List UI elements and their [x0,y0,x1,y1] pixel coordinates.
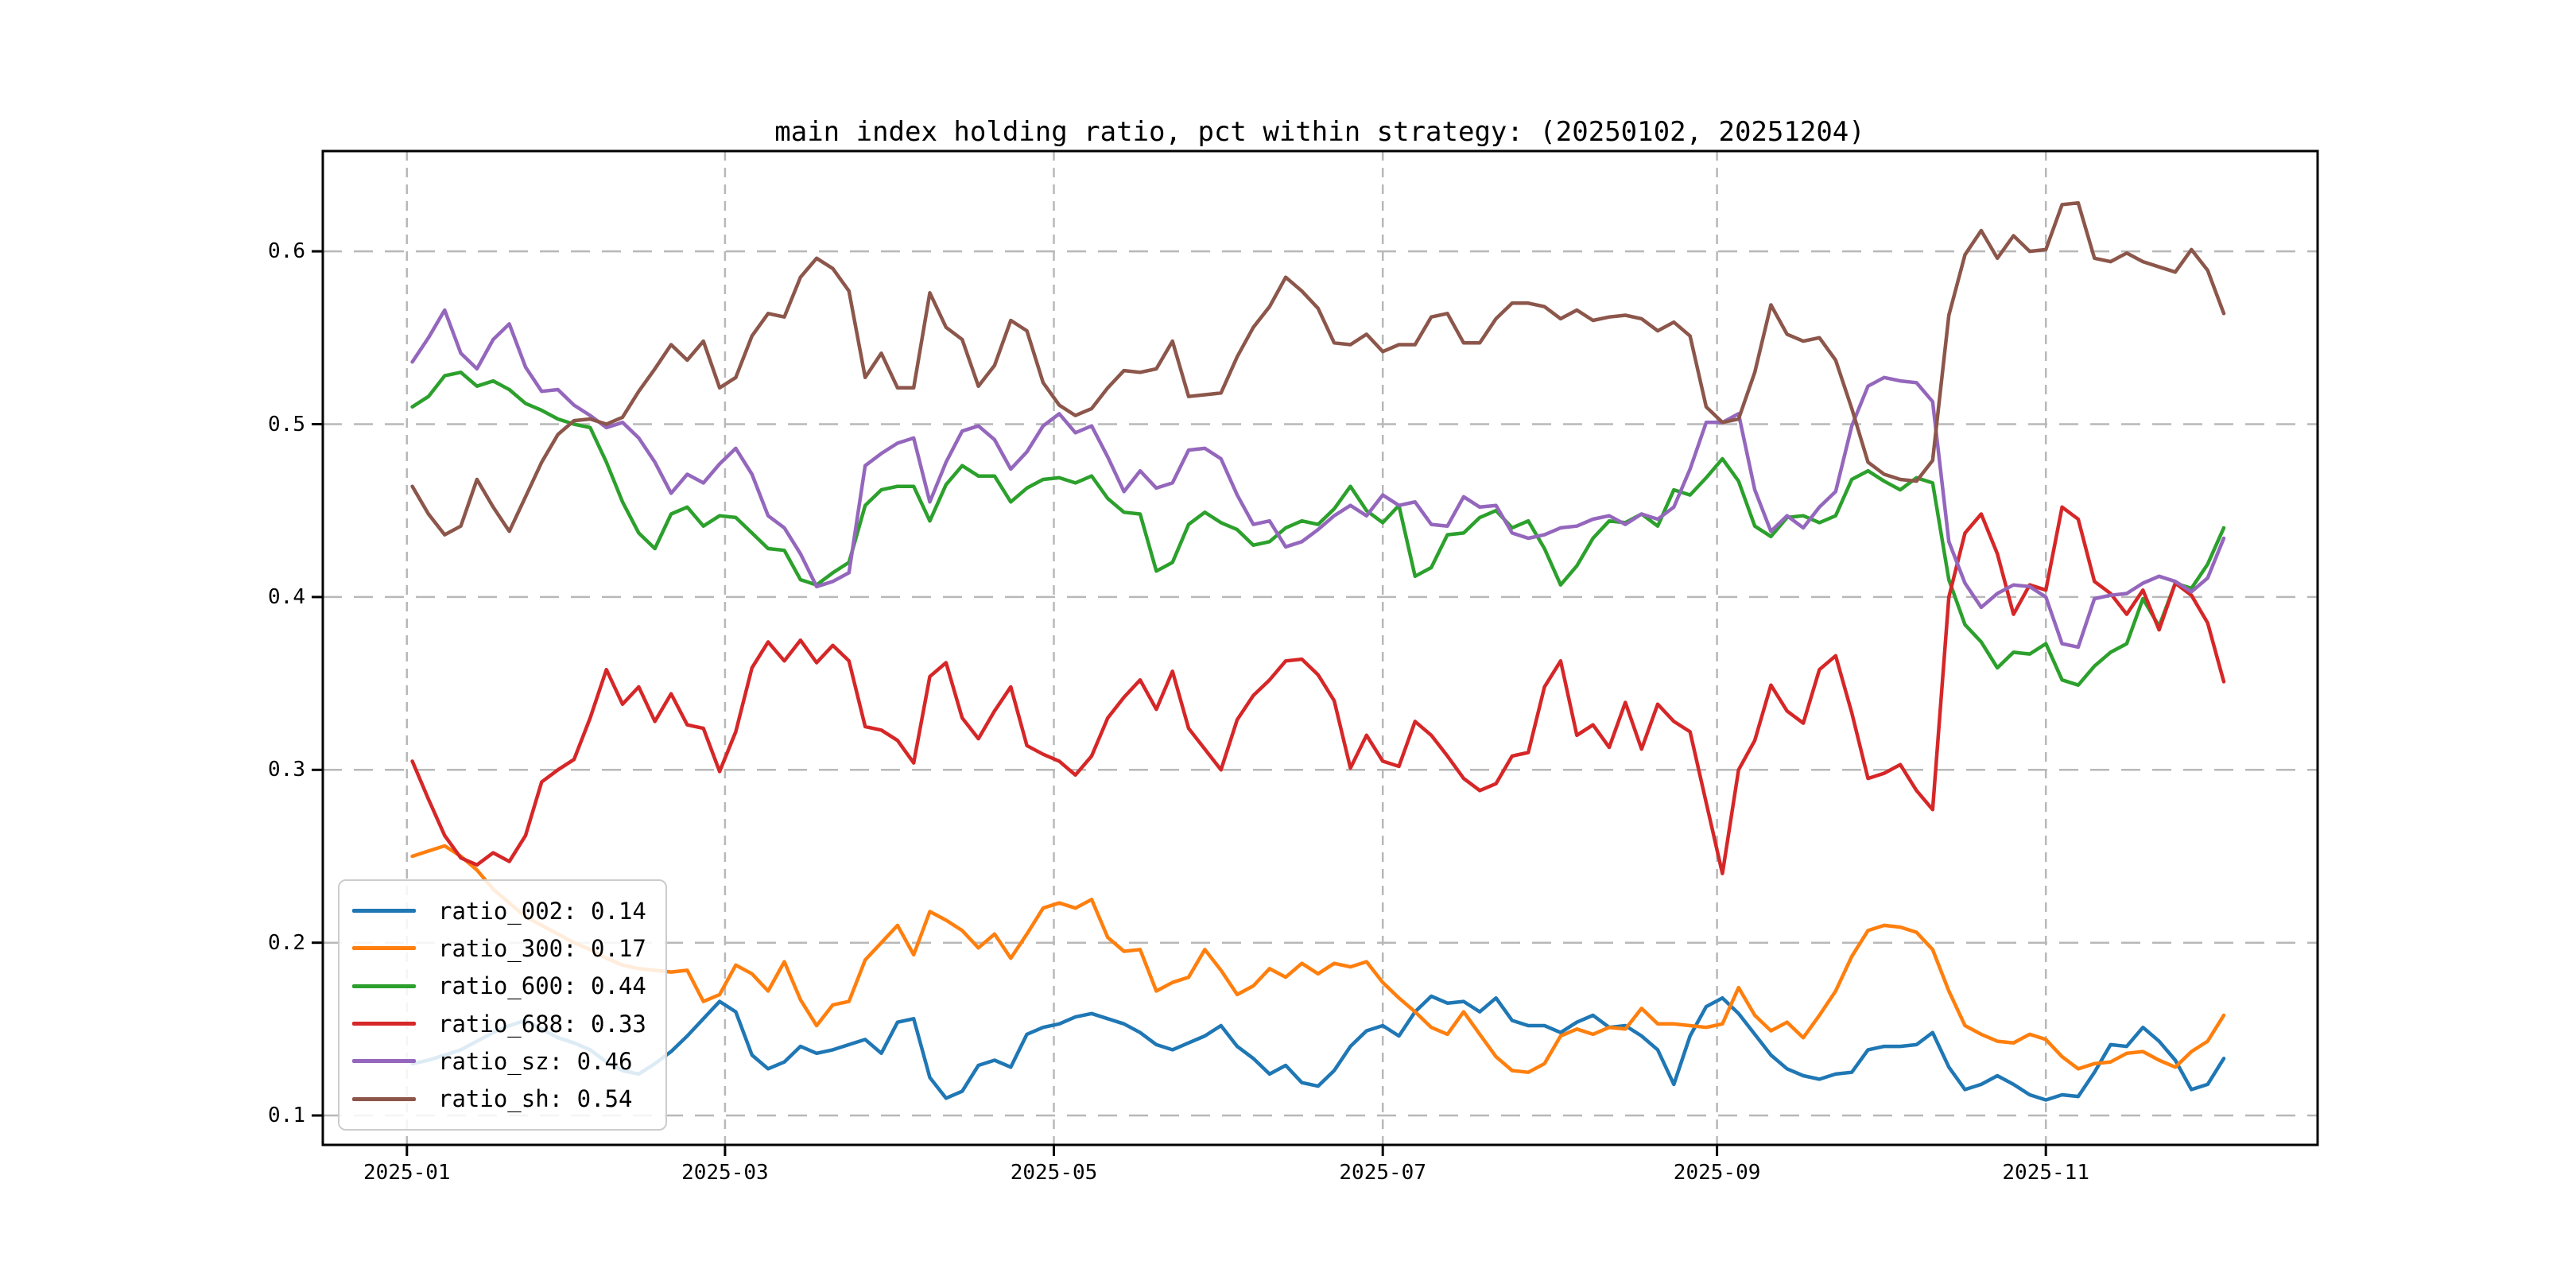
y-tick-label: 0.3 [268,758,305,782]
x-tick-label: 2025-07 [1339,1161,1426,1185]
legend-swatch-ratio-300 [352,946,416,951]
x-tick-label: 2025-09 [1673,1161,1761,1185]
legend-label-ratio-300: ratio_300: 0.17 [438,934,646,962]
legend-label-ratio-600: ratio_600: 0.44 [438,972,646,1000]
y-tick-label: 0.1 [268,1104,305,1127]
legend-item-ratio-600: ratio_600: 0.44 [352,968,653,1005]
y-tick-label: 0.6 [268,239,305,264]
legend-swatch-ratio-sh [352,1096,416,1101]
y-tick-label: 0.2 [268,930,305,955]
legend-label-ratio-sh: ratio_sh: 0.54 [438,1085,633,1113]
legend-swatch-ratio-002 [352,909,416,914]
legend-item-ratio-300: ratio_300: 0.17 [352,929,653,967]
legend-item-ratio-sh: ratio_sh: 0.54 [352,1080,653,1118]
legend-item-ratio-sz: ratio_sz: 0.46 [352,1042,653,1080]
series-line-ratio_300 [410,844,2226,1074]
chart-title: main index holding ratio, pct within str… [774,116,1865,148]
x-tick-label: 2025-01 [363,1161,451,1185]
legend-label-ratio-688: ratio_688: 0.33 [438,1010,646,1038]
legend-swatch-ratio-sz [352,1059,416,1064]
legend-item-ratio-688: ratio_688: 0.33 [352,1005,653,1042]
plot-spines [321,149,2319,1146]
series-line-ratio_sz [410,308,2226,650]
series-line-ratio_688 [410,505,2226,875]
series-line-ratio_600 [410,370,2226,687]
legend-label-ratio-sz: ratio_sz: 0.46 [438,1047,633,1075]
x-tick-label: 2025-11 [2002,1161,2089,1185]
legend-swatch-ratio-600 [352,983,416,988]
x-tick-label: 2025-05 [1010,1161,1098,1185]
legend-swatch-ratio-688 [352,1022,416,1026]
y-tick-label: 0.5 [268,412,305,436]
legend-label-ratio-002: ratio_002: 0.14 [438,897,646,925]
x-tick-label: 2025-03 [681,1161,769,1185]
legend-item-ratio-002: ratio_002: 0.14 [352,892,653,929]
series-line-ratio_sh [410,200,2226,537]
legend-box: ratio_002: 0.14 ratio_300: 0.17 ratio_60… [338,879,667,1131]
series-line-ratio_002 [410,994,2226,1102]
y-tick-label: 0.4 [268,584,305,609]
